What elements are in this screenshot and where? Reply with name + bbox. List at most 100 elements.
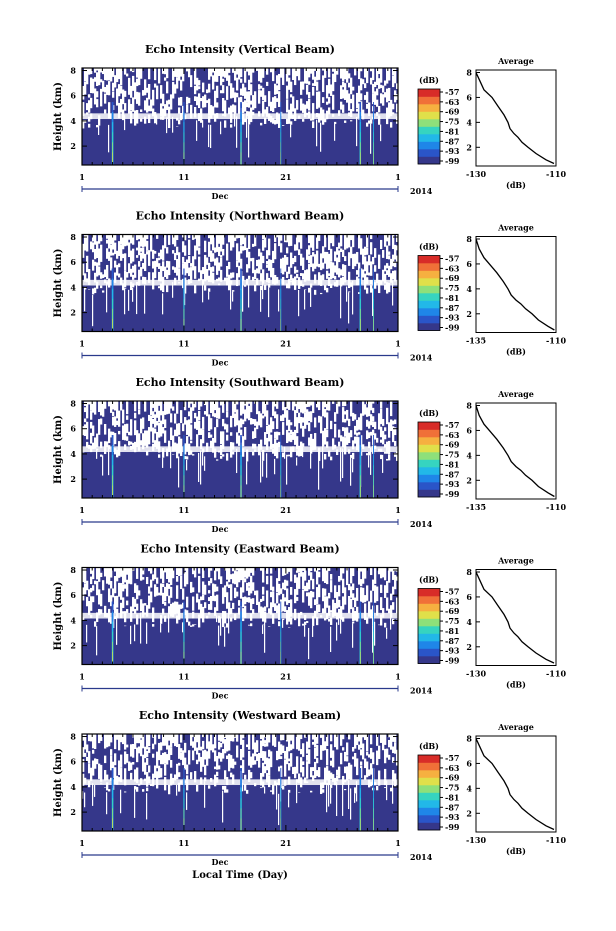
- average-y-tick-label: 2: [466, 142, 472, 152]
- heatmap: [82, 234, 399, 332]
- average-x-tick-label: -110: [546, 169, 566, 179]
- x-tick-label: 1: [395, 672, 401, 682]
- colorbar-tick-label: -99: [445, 822, 460, 832]
- x-tick-label: 11: [178, 838, 189, 848]
- x-tick-label: 1: [79, 172, 85, 182]
- y-tick-label: 6: [70, 424, 76, 434]
- colorbar-tick-label: -93: [445, 313, 460, 323]
- average-x-label: (dB): [506, 846, 526, 856]
- colorbar-label: (dB): [419, 408, 439, 418]
- heatmap: [82, 567, 399, 665]
- colorbar-tick-label: -69: [445, 107, 460, 117]
- x-tick-label: 21: [280, 505, 291, 515]
- colorbar-tick-label: -63: [445, 263, 460, 273]
- x-tick-label: 11: [178, 505, 189, 515]
- y-tick-label: 6: [70, 257, 76, 267]
- missing-data-mask: [82, 734, 399, 826]
- average-x-tick-label: -135: [466, 502, 486, 512]
- average-profile: Average 2 4 6 8 -130 -110 (dB): [466, 56, 566, 190]
- year-label: 2014: [410, 519, 433, 529]
- average-title: Average: [497, 556, 534, 566]
- x-tick-label: 1: [79, 505, 85, 515]
- colorbar-tick-label: -99: [445, 656, 460, 666]
- average-y-tick-label: 4: [466, 284, 472, 294]
- average-x-tick-label: -110: [546, 835, 566, 845]
- colorbar-tick-label: -87: [445, 469, 459, 479]
- colorbar-tick-label: -75: [445, 783, 459, 793]
- y-tick-label: 6: [70, 91, 76, 101]
- average-title: Average: [497, 223, 534, 233]
- y-tick-label: 2: [70, 474, 76, 484]
- month-label: Dec: [212, 524, 229, 534]
- heatmap-frame: [81, 233, 399, 333]
- average-frame: [475, 569, 557, 666]
- colorbar-tick-label: -69: [445, 440, 460, 450]
- heatmap: [82, 734, 399, 831]
- precipitation-echoes: [111, 601, 374, 665]
- colorbar-tick-label: -81: [445, 459, 459, 469]
- average-x-label: (dB): [506, 680, 526, 690]
- average-y-tick-label: 6: [466, 259, 472, 269]
- average-profile-line: [475, 238, 555, 331]
- colorbar-tick-label: -75: [445, 117, 459, 127]
- colorbar-label: (dB): [419, 242, 439, 252]
- average-y-tick-label: 6: [466, 758, 472, 768]
- colorbar-tick-label: -81: [445, 293, 459, 303]
- colorbar-label: (dB): [419, 741, 439, 751]
- average-y-tick-label: 2: [466, 309, 472, 319]
- average-y-tick-label: 8: [466, 400, 472, 410]
- average-x-tick-label: -130: [466, 669, 486, 679]
- average-x-label: (dB): [506, 180, 526, 190]
- average-x-tick-label: -130: [466, 169, 486, 179]
- x-tick-label: 1: [79, 672, 85, 682]
- y-tick-label: 2: [70, 141, 76, 151]
- average-y-tick-label: 4: [466, 617, 472, 627]
- y-tick-label: 4: [70, 449, 76, 459]
- colorbar-tick-label: -99: [445, 323, 460, 333]
- average-y-tick-label: 8: [466, 67, 472, 77]
- y-tick-label: 6: [70, 590, 76, 600]
- y-axis-label: Height (km): [53, 582, 64, 651]
- average-title: Average: [497, 389, 534, 399]
- heatmap-frame: [81, 67, 399, 166]
- y-axis-label: Height (km): [53, 249, 64, 318]
- average-y-tick-label: 8: [466, 733, 472, 743]
- y-tick-label: 8: [70, 565, 76, 575]
- average-y-tick-label: 4: [466, 783, 472, 793]
- month-label: Dec: [212, 857, 229, 867]
- colorbar: -57-63-69-75-81-87-93-99: [417, 753, 460, 832]
- heatmap-frame: [81, 733, 399, 832]
- year-label: 2014: [410, 686, 433, 696]
- x-tick-label: 21: [280, 172, 291, 182]
- y-tick-label: 8: [70, 232, 76, 242]
- y-tick-label: 8: [70, 399, 76, 409]
- month-label: Dec: [212, 191, 229, 201]
- colorbar-tick-label: -69: [445, 606, 460, 616]
- average-y-tick-label: 8: [466, 234, 472, 244]
- colorbar: -57-63-69-75-81-87-93-99: [417, 254, 460, 333]
- colorbar-label: (dB): [419, 75, 439, 85]
- x-tick-label: 1: [395, 838, 401, 848]
- average-profile: Average 2 4 6 8 -135 -110 (dB): [466, 223, 566, 357]
- colorbar-tick-label: -93: [445, 146, 460, 156]
- colorbar-tick-label: -63: [445, 430, 460, 440]
- average-frame: [475, 402, 557, 500]
- y-tick-label: 2: [70, 308, 76, 318]
- colorbar-tick-label: -93: [445, 479, 460, 489]
- missing-data-mask: [82, 401, 399, 490]
- colorbar-tick-label: -93: [445, 646, 460, 656]
- average-profile: Average 2 4 6 8 -135 -110: [466, 389, 566, 512]
- chart-title: Echo Intensity (Southward Beam): [136, 376, 345, 389]
- colorbar-tick-label: -81: [445, 626, 459, 636]
- x-tick-label: 21: [280, 339, 291, 349]
- y-axis-label: Height (km): [53, 82, 64, 151]
- average-y-tick-label: 8: [466, 567, 472, 577]
- average-y-tick-label: 2: [466, 808, 472, 818]
- heatmap: [82, 401, 399, 498]
- colorbar-tick-label: -63: [445, 763, 460, 773]
